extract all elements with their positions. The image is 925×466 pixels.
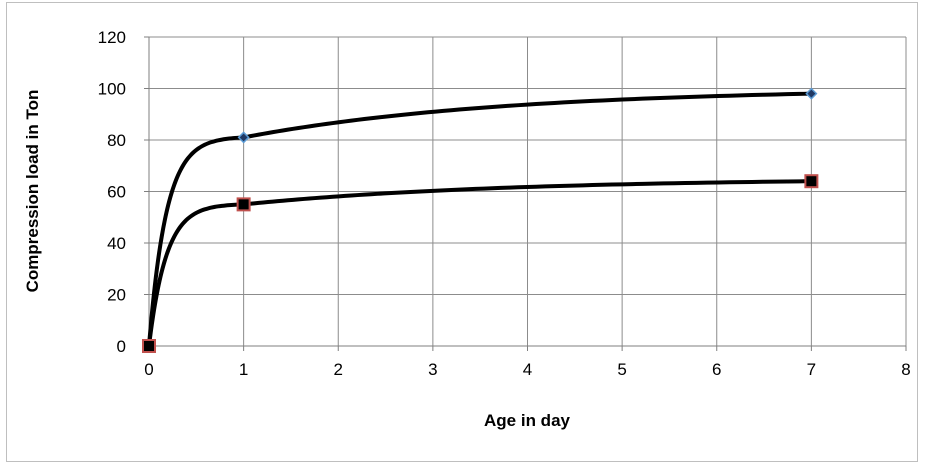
data-point-series-1-0 bbox=[142, 339, 156, 353]
x-tick-label-7: 7 bbox=[807, 360, 816, 379]
x-tick-label-1: 1 bbox=[239, 360, 248, 379]
y-axis-title: Compression load in Ton bbox=[23, 90, 42, 293]
data-point-series-1-1 bbox=[236, 197, 251, 212]
data-point-series-0-1 bbox=[237, 131, 250, 144]
x-axis-title: Age in day bbox=[484, 411, 571, 430]
y-tick-label-6: 120 bbox=[98, 28, 126, 47]
data-point-series-1-2 bbox=[804, 174, 819, 189]
y-tick-labels: 0 20 40 60 80 100 120 bbox=[98, 28, 126, 356]
x-tick-labels: 0 1 2 3 4 5 6 7 8 bbox=[144, 360, 910, 379]
axes bbox=[144, 36, 907, 351]
series-line-1 bbox=[147, 179, 814, 348]
y-tick-label-5: 100 bbox=[98, 80, 126, 99]
y-tick-label-1: 20 bbox=[107, 286, 126, 305]
x-tick-label-6: 6 bbox=[712, 360, 721, 379]
data-point-series-0-2 bbox=[805, 87, 818, 100]
y-tick-label-0: 0 bbox=[117, 337, 126, 356]
series-markers bbox=[142, 87, 819, 353]
y-tick-label-3: 60 bbox=[107, 183, 126, 202]
x-tick-label-0: 0 bbox=[144, 360, 153, 379]
series-lines bbox=[147, 91, 814, 348]
y-tick-label-2: 40 bbox=[107, 234, 126, 253]
y-tick-label-4: 80 bbox=[107, 131, 126, 150]
x-tick-label-4: 4 bbox=[523, 360, 532, 379]
x-tick-label-3: 3 bbox=[428, 360, 437, 379]
x-tick-label-5: 5 bbox=[617, 360, 626, 379]
series-line-0 bbox=[147, 91, 814, 348]
x-tick-label-8: 8 bbox=[901, 360, 910, 379]
x-tick-label-2: 2 bbox=[334, 360, 343, 379]
